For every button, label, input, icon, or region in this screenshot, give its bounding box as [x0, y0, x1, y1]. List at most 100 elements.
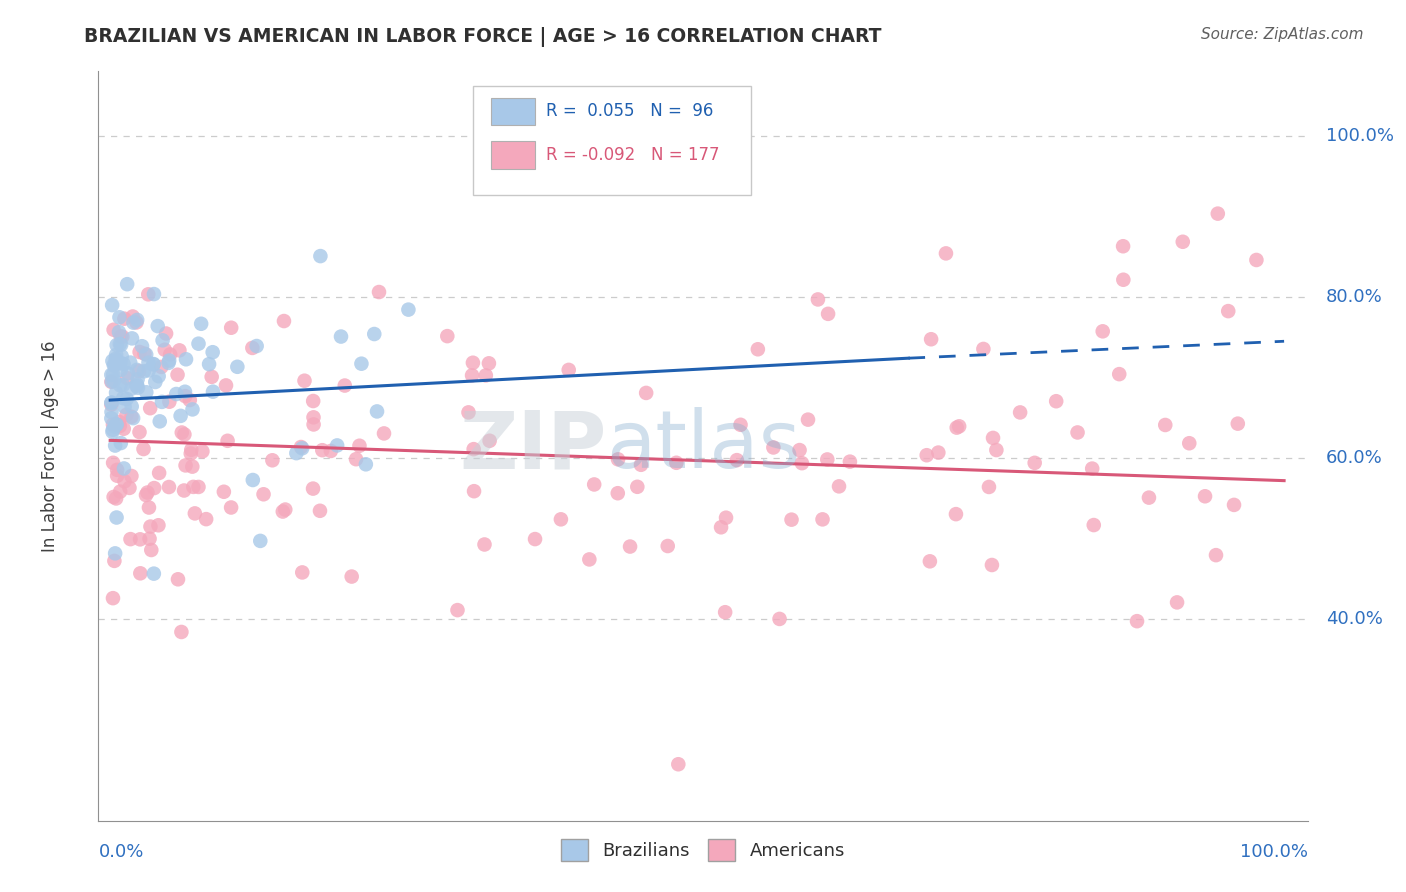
Point — [101, 368, 124, 382]
Point — [105, 417, 128, 432]
Point — [127, 381, 149, 395]
Point — [1166, 595, 1188, 609]
Text: 100.0%: 100.0% — [1326, 127, 1393, 145]
Point — [920, 332, 942, 346]
Point — [135, 488, 157, 502]
Point — [148, 466, 170, 480]
Point — [349, 439, 371, 453]
Point — [274, 502, 297, 516]
Point — [104, 546, 127, 560]
Point — [180, 446, 202, 460]
Point — [271, 504, 294, 518]
Point — [373, 426, 395, 441]
Point — [108, 310, 131, 325]
Point — [132, 442, 155, 456]
Point — [125, 379, 148, 393]
Point — [217, 434, 239, 448]
Point — [105, 354, 128, 368]
Point — [463, 442, 485, 457]
Point — [396, 302, 419, 317]
Legend: Brazilians, Americans: Brazilians, Americans — [554, 831, 852, 868]
Text: In Labor Force | Age > 16: In Labor Force | Age > 16 — [41, 340, 59, 552]
Point — [630, 458, 652, 472]
Text: 80.0%: 80.0% — [1326, 288, 1382, 306]
Point — [240, 341, 263, 355]
Point — [105, 510, 128, 524]
Point — [169, 409, 191, 423]
Text: 40.0%: 40.0% — [1326, 610, 1382, 628]
Point — [366, 404, 388, 418]
Point — [138, 500, 160, 515]
Point — [117, 367, 139, 381]
Point — [120, 469, 142, 483]
Point — [326, 438, 349, 452]
Point — [302, 482, 325, 496]
Point — [148, 369, 170, 384]
Point — [105, 468, 128, 483]
Text: atlas: atlas — [606, 407, 800, 485]
Point — [143, 481, 166, 495]
Point — [815, 452, 838, 467]
Point — [134, 346, 156, 360]
Point — [330, 329, 353, 343]
Point — [838, 455, 860, 469]
Point — [121, 331, 143, 345]
Point — [730, 417, 752, 432]
Text: BRAZILIAN VS AMERICAN IN LABOR FORCE | AGE > 16 CORRELATION CHART: BRAZILIAN VS AMERICAN IN LABOR FORCE | A… — [84, 27, 882, 46]
Point — [363, 326, 385, 341]
Point — [115, 277, 138, 292]
Point — [115, 371, 138, 385]
Point — [927, 445, 949, 459]
Text: ZIP: ZIP — [458, 407, 606, 485]
Point — [108, 415, 131, 429]
Point — [129, 566, 152, 581]
Point — [157, 356, 180, 370]
Point — [138, 356, 160, 370]
Point — [319, 444, 342, 458]
Point — [153, 343, 176, 357]
Point — [112, 422, 135, 436]
Point — [219, 320, 242, 334]
Point — [273, 314, 295, 328]
Point — [139, 519, 162, 533]
Point — [212, 484, 235, 499]
Point — [606, 486, 628, 500]
Point — [122, 316, 145, 330]
Point — [302, 410, 325, 425]
Point — [666, 757, 689, 772]
Point — [112, 311, 135, 326]
Point — [122, 411, 145, 425]
Point — [110, 363, 132, 377]
Text: Source: ZipAtlas.com: Source: ZipAtlas.com — [1201, 27, 1364, 42]
Point — [1091, 324, 1114, 338]
Point — [290, 440, 312, 454]
Point — [195, 512, 218, 526]
Point — [142, 566, 165, 581]
Point — [108, 325, 131, 339]
Point — [170, 624, 193, 639]
Point — [167, 572, 190, 586]
Point — [142, 358, 165, 372]
Point — [105, 491, 128, 506]
Point — [149, 414, 172, 428]
Point — [150, 359, 173, 374]
Point — [157, 394, 180, 409]
Point — [101, 298, 124, 312]
Point — [1108, 367, 1130, 381]
Point — [120, 382, 142, 396]
Point — [1223, 498, 1246, 512]
Point — [110, 436, 132, 450]
Point — [1066, 425, 1088, 440]
Point — [120, 532, 142, 546]
Point — [157, 353, 180, 368]
Point — [981, 431, 1004, 445]
Point — [128, 345, 150, 359]
Point — [187, 480, 209, 494]
FancyBboxPatch shape — [492, 97, 534, 125]
Point — [797, 412, 820, 426]
Point — [790, 456, 813, 470]
Point — [1081, 461, 1104, 475]
Point — [110, 329, 132, 343]
Point — [157, 480, 180, 494]
Point — [103, 358, 125, 372]
